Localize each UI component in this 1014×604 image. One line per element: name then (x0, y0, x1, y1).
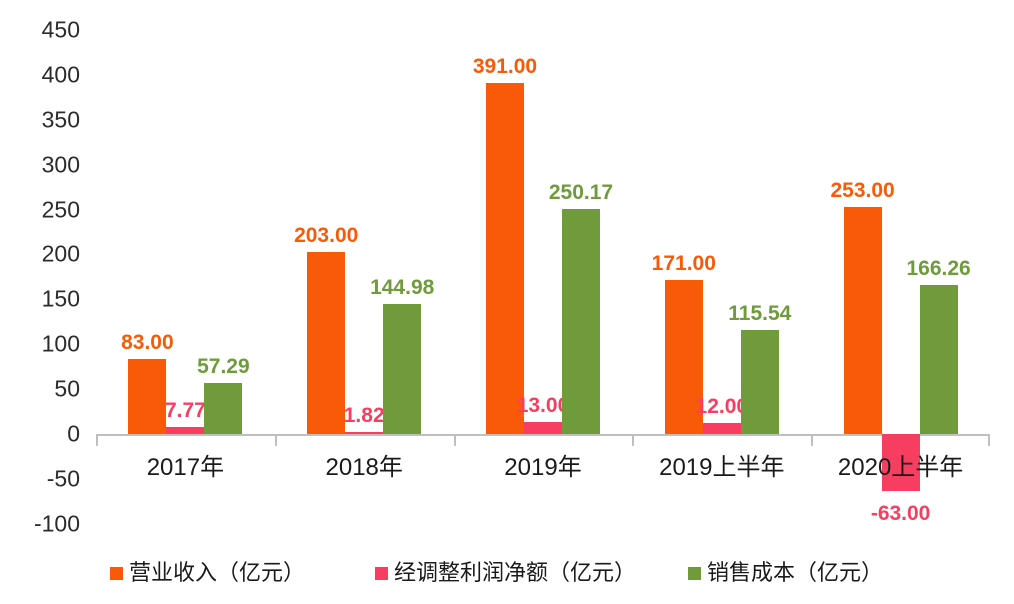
x-axis-category-label: 2017年 (146, 454, 225, 481)
legend-swatch-icon (688, 566, 701, 580)
bar-value-label: -63.00 (870, 501, 931, 525)
x-axis-tick (811, 436, 814, 446)
x-axis-tick (453, 436, 456, 446)
bar[interactable] (204, 382, 243, 434)
bar[interactable] (307, 251, 346, 434)
bar-value-label: 7.77 (164, 399, 206, 423)
y-axis-tick-label: -50 (46, 465, 80, 492)
bar-value-label: 203.00 (294, 223, 359, 247)
plot-area: 83.00 7.77 57.29 2017年 203.00 1.82 144.98 2018年… (96, 0, 990, 540)
legend-swatch-icon (375, 566, 388, 580)
x-axis-tick (632, 436, 635, 446)
legend-swatch-icon (110, 566, 123, 580)
bar-value-label: 83.00 (121, 331, 174, 355)
y-axis-tick-label: 400 (41, 61, 80, 88)
bar[interactable] (524, 422, 562, 434)
bar-value-label: 144.98 (370, 275, 435, 299)
x-axis-category-label: 2019上半年 (659, 454, 785, 481)
bar-value-label: 166.26 (906, 256, 971, 280)
legend-label: 营业收入（亿元） (129, 560, 306, 585)
bar[interactable] (881, 434, 920, 491)
y-axis-tick-label: 300 (41, 151, 80, 178)
bar-value-label: 391.00 (472, 54, 538, 78)
bar-value-label: 171.00 (651, 252, 716, 276)
legend-item[interactable]: 销售成本（亿元） (688, 562, 883, 584)
bar[interactable] (664, 280, 703, 434)
y-axis-tick-label: 250 (41, 196, 80, 223)
bar-value-label: 115.54 (728, 302, 792, 326)
x-axis-category-label: 2018年 (325, 454, 403, 481)
bar[interactable] (562, 209, 600, 434)
x-axis-baseline (96, 434, 990, 436)
x-axis-category-label: 2019年 (504, 454, 582, 481)
bar[interactable] (919, 284, 958, 434)
bar[interactable] (740, 330, 779, 434)
bar[interactable] (843, 206, 882, 434)
y-axis-tick-label: 150 (41, 285, 80, 312)
x-axis-tick (988, 436, 990, 446)
y-axis-tick-label: -100 (33, 510, 80, 537)
bar[interactable] (166, 427, 205, 434)
bar[interactable] (383, 303, 422, 434)
bar[interactable] (128, 359, 167, 434)
bar-value-label: 13.00 (516, 394, 570, 418)
legend-item[interactable]: 营业收入（亿元） (110, 562, 305, 584)
legend-label: 经调整利润净额（亿元） (394, 560, 637, 585)
y-axis-tick-label: 350 (41, 106, 80, 133)
y-axis: 450 400 350 300 250 200 150 100 50 0 -50 -100 (0, 0, 90, 540)
bar-value-label: 1.82 (343, 404, 385, 428)
y-axis-tick-label: 100 (41, 330, 80, 357)
y-axis-tick-label: 0 (67, 420, 80, 447)
bar[interactable] (702, 423, 741, 434)
x-axis-tick (274, 436, 277, 446)
bar-value-label: 250.17 (548, 181, 614, 205)
x-axis-category-label: 2020上半年 (837, 454, 964, 481)
bar[interactable] (345, 432, 384, 434)
y-axis-tick-label: 200 (41, 240, 80, 267)
y-axis-tick-label: 450 (41, 16, 80, 43)
bar-value-label: 57.29 (197, 354, 250, 378)
legend-label: 销售成本（亿元） (707, 560, 884, 585)
legend-item[interactable]: 经调整利润净额（亿元） (375, 562, 636, 584)
y-axis-tick-label: 50 (54, 375, 80, 402)
bar-value-label: 12.00 (695, 395, 749, 419)
x-axis-tick (96, 436, 98, 446)
bar-value-label: 253.00 (830, 178, 895, 202)
chart-legend: 营业收入（亿元） 经调整利润净额（亿元） 销售成本（亿元） (0, 552, 1014, 596)
bar[interactable] (486, 82, 524, 434)
